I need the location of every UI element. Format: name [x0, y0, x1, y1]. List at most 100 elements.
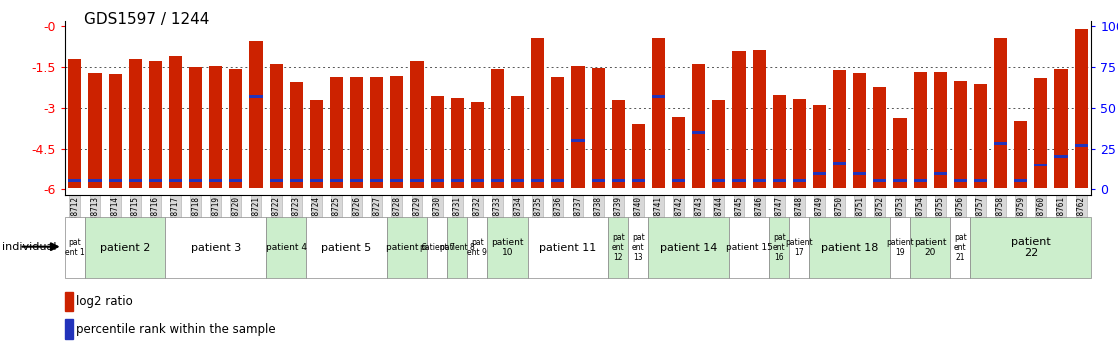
Bar: [491, 69, 504, 188]
Text: pat
ent
21: pat ent 21: [954, 233, 967, 262]
Text: patient 2: patient 2: [100, 243, 151, 253]
FancyBboxPatch shape: [769, 217, 789, 278]
Bar: [511, 96, 524, 188]
Bar: [1034, 78, 1048, 188]
Text: patient 3: patient 3: [191, 243, 240, 253]
Bar: [954, 81, 967, 188]
Text: patient 7: patient 7: [419, 243, 455, 252]
Bar: [773, 179, 786, 181]
Bar: [853, 73, 866, 188]
FancyBboxPatch shape: [648, 217, 729, 278]
FancyBboxPatch shape: [165, 217, 266, 278]
Bar: [773, 95, 786, 188]
Bar: [893, 118, 907, 188]
Bar: [1014, 121, 1027, 188]
FancyBboxPatch shape: [628, 217, 648, 278]
Bar: [632, 179, 645, 181]
Bar: [350, 77, 363, 188]
Bar: [149, 179, 162, 181]
Bar: [612, 179, 625, 181]
Bar: [994, 38, 1007, 188]
Bar: [833, 162, 846, 165]
Bar: [189, 179, 202, 181]
Text: patient 6: patient 6: [387, 243, 427, 252]
Bar: [430, 96, 444, 188]
Bar: [350, 179, 363, 181]
Bar: [249, 95, 263, 98]
FancyBboxPatch shape: [487, 217, 528, 278]
Bar: [732, 179, 746, 181]
FancyBboxPatch shape: [447, 217, 467, 278]
Bar: [491, 179, 504, 181]
Bar: [229, 179, 243, 181]
Text: patient
20: patient 20: [913, 238, 947, 257]
FancyBboxPatch shape: [789, 217, 809, 278]
FancyBboxPatch shape: [950, 217, 970, 278]
Bar: [752, 50, 766, 188]
Text: patient 14: patient 14: [660, 243, 718, 253]
FancyBboxPatch shape: [809, 217, 890, 278]
Bar: [652, 38, 665, 188]
Bar: [692, 131, 705, 134]
Text: GDS1597 / 1244: GDS1597 / 1244: [84, 12, 209, 27]
Bar: [310, 100, 323, 188]
Bar: [68, 179, 82, 181]
Bar: [249, 41, 263, 188]
Bar: [873, 87, 887, 188]
Bar: [108, 179, 122, 181]
Bar: [330, 179, 343, 181]
FancyBboxPatch shape: [970, 217, 1091, 278]
FancyBboxPatch shape: [910, 217, 950, 278]
Bar: [430, 179, 444, 181]
Bar: [934, 172, 947, 175]
Bar: [229, 69, 243, 188]
Text: patient 4: patient 4: [266, 243, 306, 252]
Bar: [531, 38, 544, 188]
Bar: [531, 179, 544, 181]
Text: log2 ratio: log2 ratio: [76, 295, 133, 308]
Text: pat
ent
16: pat ent 16: [773, 233, 786, 262]
Bar: [752, 179, 766, 181]
Bar: [813, 172, 826, 175]
FancyBboxPatch shape: [608, 217, 628, 278]
Bar: [974, 84, 987, 188]
Text: pat
ent 9: pat ent 9: [467, 238, 487, 257]
Bar: [954, 179, 967, 181]
Bar: [310, 179, 323, 181]
Bar: [290, 179, 303, 181]
Text: pat
ent
12: pat ent 12: [612, 233, 625, 262]
Bar: [129, 59, 142, 188]
Bar: [934, 72, 947, 188]
Bar: [732, 51, 746, 188]
Bar: [410, 61, 424, 188]
Bar: [551, 179, 565, 181]
Bar: [591, 68, 605, 188]
Text: patient
10: patient 10: [491, 238, 524, 257]
Bar: [65, 292, 73, 311]
Bar: [65, 319, 73, 339]
Bar: [471, 179, 484, 181]
Bar: [1054, 69, 1068, 188]
Bar: [571, 139, 585, 142]
Bar: [1034, 164, 1048, 166]
Bar: [471, 102, 484, 188]
FancyBboxPatch shape: [427, 217, 447, 278]
Text: percentile rank within the sample: percentile rank within the sample: [76, 323, 276, 336]
Text: patient 5: patient 5: [322, 243, 371, 253]
Bar: [451, 179, 464, 181]
FancyBboxPatch shape: [85, 217, 165, 278]
Bar: [913, 72, 927, 188]
FancyBboxPatch shape: [306, 217, 387, 278]
Bar: [330, 77, 343, 188]
FancyBboxPatch shape: [65, 217, 85, 278]
Bar: [511, 179, 524, 181]
Text: patient 18: patient 18: [821, 243, 879, 253]
FancyBboxPatch shape: [528, 217, 608, 278]
Bar: [994, 142, 1007, 145]
Text: pat
ent 1: pat ent 1: [65, 238, 85, 257]
FancyBboxPatch shape: [266, 217, 306, 278]
Bar: [1074, 144, 1088, 147]
Bar: [813, 105, 826, 188]
Bar: [269, 64, 283, 188]
Bar: [390, 179, 404, 181]
